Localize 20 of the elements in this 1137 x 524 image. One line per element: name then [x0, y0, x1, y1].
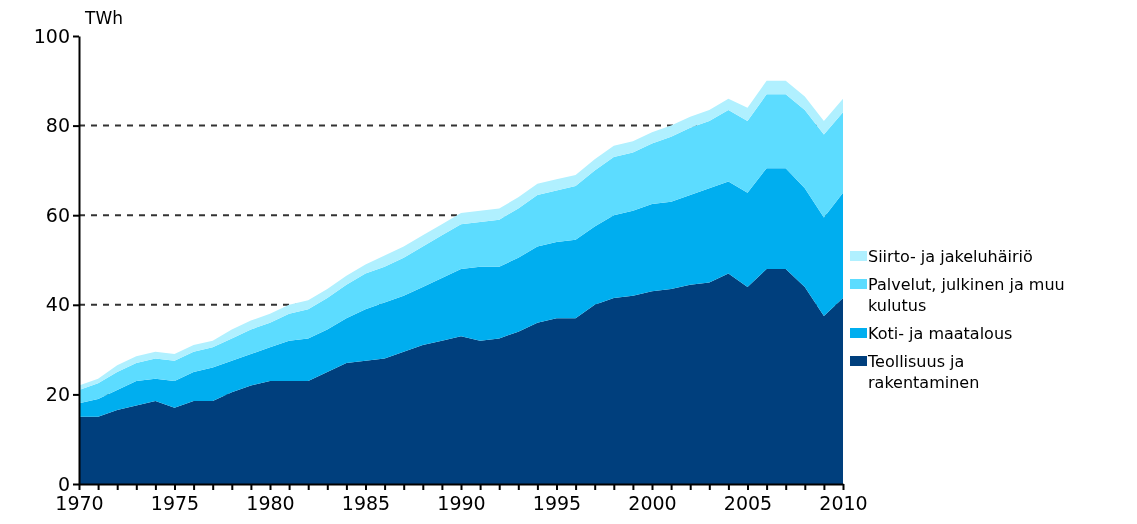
x-tick-label: 2010 [819, 492, 868, 515]
legend-label: Teollisuus ja rakentaminen [867, 352, 980, 392]
legend-label: Siirto- ja jakeluhäiriö [868, 247, 1033, 266]
y-tick-label: 80 [45, 114, 70, 137]
x-tick-label: 2005 [723, 492, 773, 515]
x-tick-label: 1995 [532, 492, 582, 515]
legend-label: Palvelut, julkinen ja muu kulutus [868, 275, 1065, 315]
y-tick-label: 20 [45, 382, 70, 405]
x-tick-label: 1990 [437, 492, 486, 515]
x-tick-label: 2000 [628, 492, 677, 515]
x-tick-label: 1980 [246, 492, 295, 515]
y-tick-label: 40 [45, 293, 70, 316]
y-tick-label: 60 [45, 203, 70, 226]
x-tick-label: 1985 [341, 492, 391, 515]
y-axis-title: TWh [84, 8, 123, 28]
x-tick-label: 1975 [150, 492, 200, 515]
x-tick-label: 1970 [55, 492, 104, 515]
y-tick-label: 100 [33, 24, 70, 47]
legend-label: Koti- ja maatalous [868, 324, 1013, 343]
y-tick-label: 0 [57, 472, 70, 495]
